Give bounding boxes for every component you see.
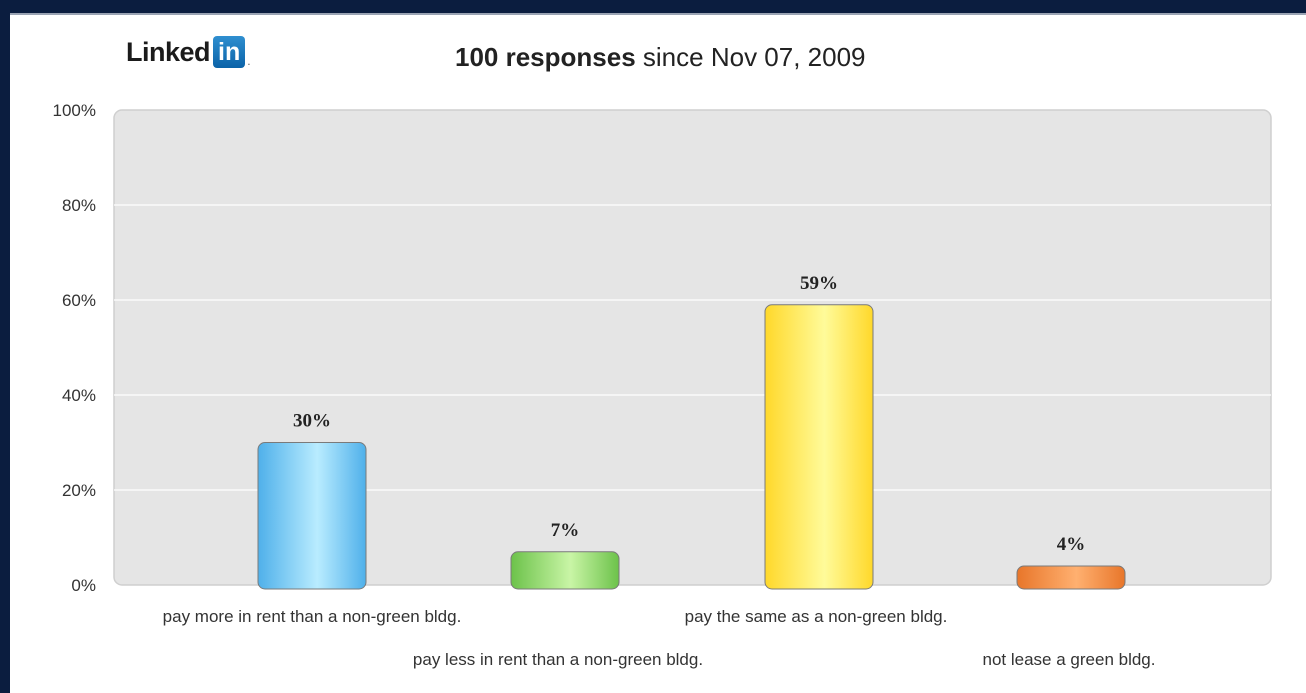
y-tick-label: 20% <box>62 481 96 500</box>
x-category-label: pay the same as a non-green bldg. <box>685 607 948 626</box>
x-category-label: pay more in rent than a non-green bldg. <box>163 607 462 626</box>
linkedin-logo: Linked in . <box>126 36 251 68</box>
logo-in-box: in <box>213 36 246 68</box>
bar <box>1016 565 1126 590</box>
y-tick-label: 40% <box>62 386 96 405</box>
bar-value-label: 30% <box>293 411 331 432</box>
y-tick-label: 100% <box>53 101 96 120</box>
y-tick-label: 60% <box>62 291 96 310</box>
bar-value-label: 59% <box>800 273 838 294</box>
x-category-label: not lease a green bldg. <box>983 650 1156 669</box>
top-divider <box>10 13 1306 15</box>
bar <box>510 551 620 590</box>
bar-value-label: 7% <box>551 520 580 541</box>
x-category-label: pay less in rent than a non-green bldg. <box>413 650 703 669</box>
response-since: since Nov 07, 2009 <box>642 42 866 72</box>
logo-mark: . <box>247 54 251 68</box>
y-tick-label: 0% <box>71 576 96 595</box>
bar <box>764 304 874 590</box>
y-tick-label: 80% <box>62 196 96 215</box>
logo-word: Linked <box>126 36 211 67</box>
bar <box>257 442 367 590</box>
response-count: 100 responses <box>455 42 636 72</box>
plot-area <box>113 109 1272 586</box>
responses-headline: 100 responses since Nov 07, 2009 <box>455 42 866 73</box>
bar-value-label: 4% <box>1057 534 1086 555</box>
